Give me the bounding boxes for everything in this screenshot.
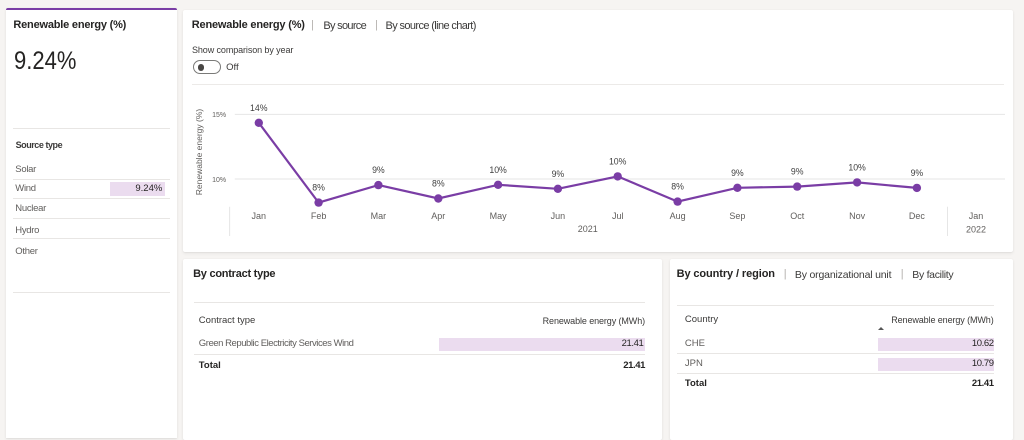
svg-text:8%: 8% — [671, 182, 684, 192]
svg-text:9%: 9% — [372, 165, 385, 175]
svg-text:9%: 9% — [911, 168, 924, 178]
svg-text:10%: 10% — [848, 162, 866, 172]
svg-text:Feb: Feb — [311, 211, 327, 221]
svg-text:14%: 14% — [250, 103, 268, 113]
svg-text:Apr: Apr — [431, 211, 445, 221]
svg-text:2022: 2022 — [966, 225, 986, 235]
svg-text:10%: 10% — [212, 177, 226, 184]
svg-text:Aug: Aug — [670, 211, 686, 221]
svg-text:Renewable energy (%): Renewable energy (%) — [194, 109, 204, 196]
svg-text:Oct: Oct — [790, 211, 805, 221]
svg-text:8%: 8% — [312, 183, 325, 193]
svg-text:9%: 9% — [791, 167, 804, 177]
svg-text:Jul: Jul — [612, 211, 624, 221]
svg-text:2021: 2021 — [578, 224, 598, 234]
svg-text:9%: 9% — [552, 169, 565, 179]
svg-text:Jan: Jan — [969, 211, 984, 221]
svg-text:10%: 10% — [609, 156, 627, 166]
svg-text:May: May — [490, 211, 508, 221]
svg-text:8%: 8% — [432, 179, 445, 189]
svg-text:9%: 9% — [731, 168, 744, 178]
svg-text:Mar: Mar — [371, 211, 387, 221]
svg-text:Nov: Nov — [849, 211, 866, 221]
svg-text:Dec: Dec — [909, 211, 926, 221]
svg-text:Jun: Jun — [551, 211, 566, 221]
svg-text:10%: 10% — [489, 165, 507, 175]
svg-text:Sep: Sep — [729, 211, 745, 221]
svg-text:Jan: Jan — [252, 211, 267, 221]
svg-text:15%: 15% — [212, 112, 226, 119]
